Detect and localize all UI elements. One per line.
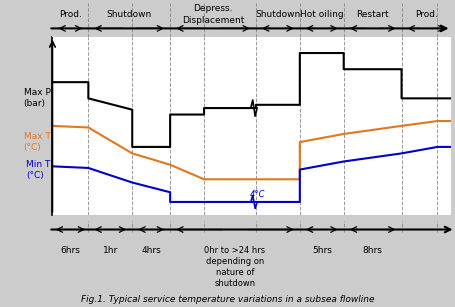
Text: Max P
(bar): Max P (bar) <box>24 88 51 108</box>
Text: Restart: Restart <box>355 10 388 19</box>
Text: Displacement: Displacement <box>182 16 244 25</box>
Text: Fig.1. Typical service temperature variations in a subsea flowline: Fig.1. Typical service temperature varia… <box>81 295 374 304</box>
Text: Prod.: Prod. <box>59 10 81 19</box>
Text: 8hrs: 8hrs <box>362 246 382 255</box>
Text: 5hrs: 5hrs <box>311 246 331 255</box>
Text: Depress.: Depress. <box>193 4 232 13</box>
Text: Prod.: Prod. <box>414 10 437 19</box>
Text: 6hrs: 6hrs <box>61 246 80 255</box>
Text: 0hr to >24 hrs
depending on
nature of
shutdown: 0hr to >24 hrs depending on nature of sh… <box>204 246 265 288</box>
Text: Hot oiling: Hot oiling <box>299 10 343 19</box>
Text: 4°C: 4°C <box>249 190 265 199</box>
Text: Shutdown: Shutdown <box>255 10 300 19</box>
Text: Min T
(°C): Min T (°C) <box>26 160 51 180</box>
Text: Max T
(°C): Max T (°C) <box>24 132 51 152</box>
Text: 4hrs: 4hrs <box>141 246 161 255</box>
Text: Shutdown: Shutdown <box>106 10 152 19</box>
Text: 1hr: 1hr <box>102 246 118 255</box>
